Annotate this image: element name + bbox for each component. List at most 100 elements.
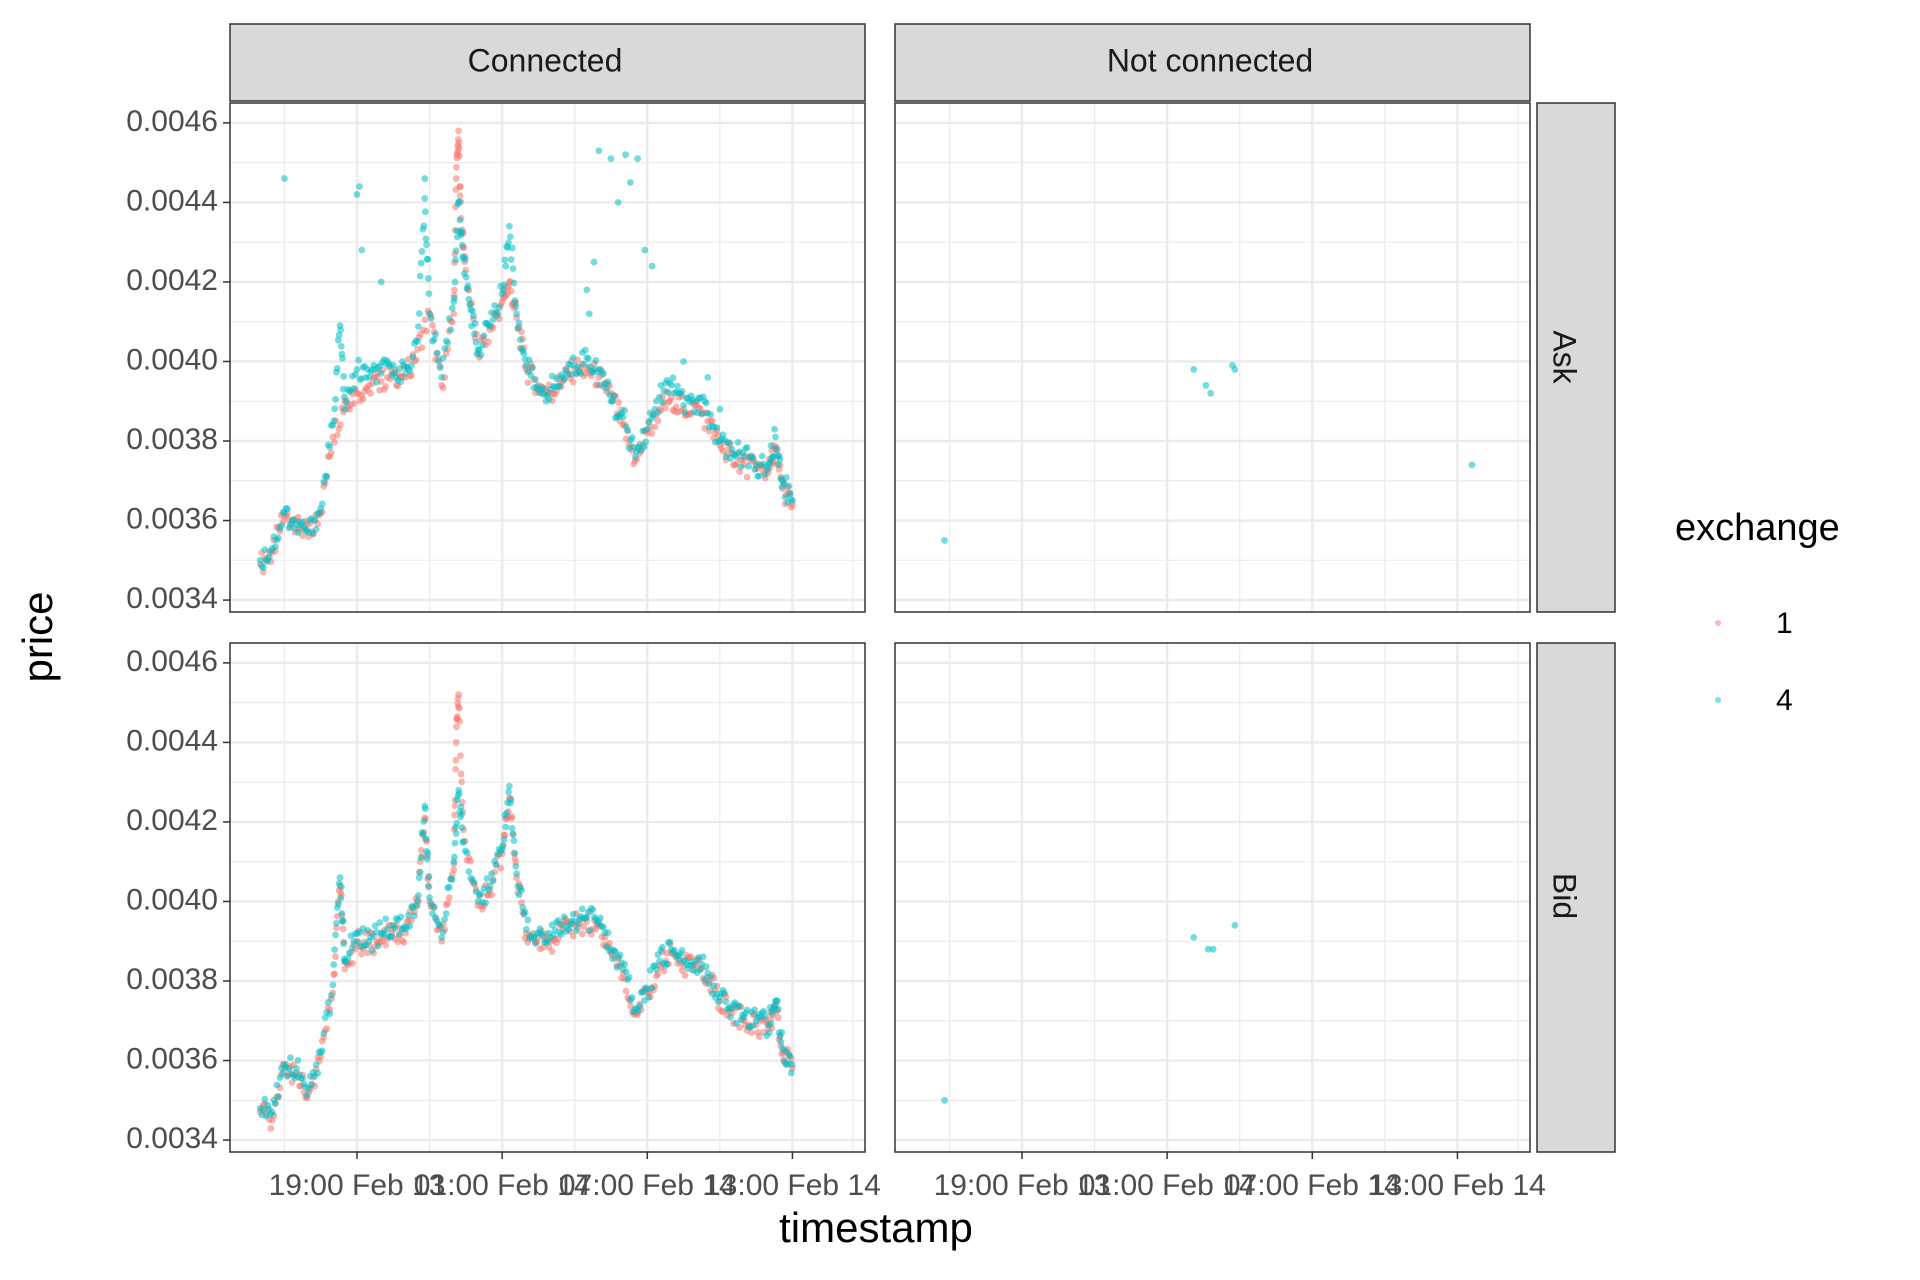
data-point [326, 443, 334, 451]
data-point [441, 345, 449, 352]
data-point [421, 208, 429, 216]
data-point [477, 351, 485, 359]
data-point [273, 1081, 281, 1089]
data-point [583, 286, 591, 294]
data-point [409, 353, 417, 361]
data-point [628, 434, 636, 441]
data-point [338, 910, 346, 917]
data-point [452, 175, 460, 182]
data-point [455, 704, 463, 712]
data-point [457, 770, 465, 778]
data-point [261, 1095, 269, 1103]
data-point [416, 272, 424, 280]
data-point [368, 946, 376, 954]
data-point [424, 882, 432, 890]
panel-not-connected-ask [895, 103, 1530, 612]
data-point [450, 866, 458, 874]
data-point [524, 379, 532, 387]
data-point [470, 312, 477, 320]
data-point [727, 1013, 734, 1021]
data-point [500, 281, 508, 288]
data-point [614, 199, 622, 206]
data-point [382, 941, 390, 949]
data-point [505, 239, 512, 247]
data-point [339, 925, 347, 933]
data-point [707, 973, 715, 981]
data-point [422, 235, 430, 243]
data-point [340, 940, 348, 947]
data-point [512, 862, 520, 870]
data-point [672, 403, 680, 411]
data-point [492, 861, 500, 869]
data-point [312, 1061, 320, 1069]
data-point [524, 916, 532, 924]
data-point [622, 151, 629, 159]
data-point [425, 873, 433, 880]
data-point [452, 247, 460, 255]
data-point [513, 870, 521, 878]
data-point [353, 191, 361, 198]
data-point [725, 439, 733, 447]
data-point [659, 399, 666, 407]
data-point [761, 470, 769, 478]
data-point [453, 723, 460, 731]
data-point [479, 341, 486, 349]
data-point [287, 1054, 294, 1061]
data-point [740, 453, 748, 461]
data-point [438, 933, 446, 941]
data-point [489, 316, 497, 323]
series-4-connected-ask [281, 147, 724, 413]
data-point [333, 365, 341, 372]
data-point [450, 310, 458, 318]
data-point [749, 1022, 757, 1030]
data-point [648, 262, 656, 270]
data-point [321, 1014, 329, 1022]
legend-label-1: 1 [1776, 607, 1793, 640]
data-point [589, 906, 597, 914]
data-point [1190, 366, 1198, 373]
x-tick-label: 01:00 Feb 14 [1079, 1169, 1256, 1202]
data-point [669, 374, 677, 382]
data-point [339, 385, 347, 393]
data-point [320, 478, 328, 486]
data-point [707, 411, 715, 418]
data-point [465, 868, 473, 876]
data-point [452, 765, 459, 773]
data-point [427, 315, 435, 322]
data-point [417, 846, 425, 854]
data-point [751, 1006, 759, 1014]
data-point [285, 1065, 293, 1072]
data-point [584, 355, 592, 363]
data-point [337, 894, 345, 902]
data-point [463, 849, 471, 856]
data-point [774, 461, 782, 469]
data-point [470, 879, 478, 887]
data-point [382, 382, 390, 390]
data-point [527, 371, 535, 379]
data-point [455, 789, 463, 797]
data-point [458, 824, 466, 832]
data-point [631, 453, 639, 461]
data-point [505, 788, 512, 796]
data-point [502, 262, 510, 270]
strip-bg-not-connected [894, 23, 1531, 102]
data-point [331, 946, 339, 954]
data-point [336, 874, 344, 882]
data-point [621, 960, 629, 968]
data-point [771, 425, 778, 433]
data-point [698, 410, 706, 417]
data-point [395, 930, 403, 938]
data-point [303, 1091, 311, 1099]
data-point [452, 830, 460, 837]
data-point [455, 197, 463, 205]
data-point [708, 417, 716, 425]
data-point [595, 147, 603, 155]
data-point [311, 517, 319, 524]
data-point [453, 819, 461, 827]
data-point [411, 912, 418, 920]
data-point [432, 330, 440, 338]
data-point [609, 955, 616, 963]
data-point [334, 336, 342, 344]
panel-not-connected-bid [895, 643, 1530, 1152]
data-point [1207, 389, 1215, 397]
